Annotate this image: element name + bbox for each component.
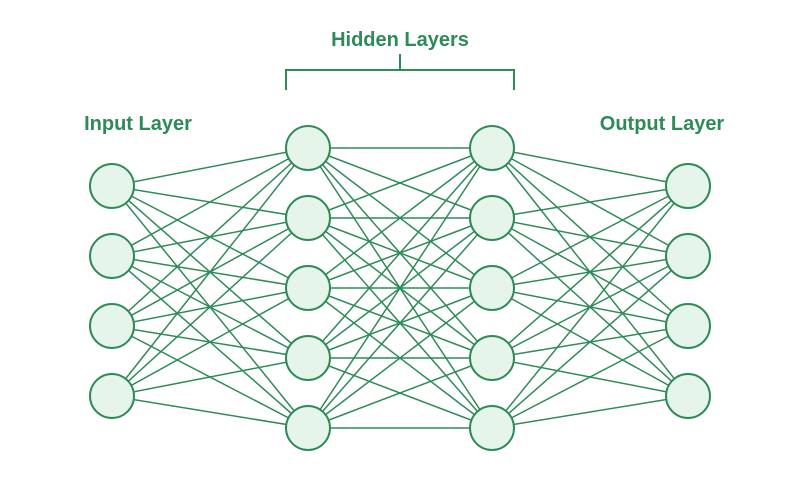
output-node — [666, 234, 710, 278]
output-node — [666, 164, 710, 208]
input-node — [90, 374, 134, 418]
hidden-layer-label: Hidden Layers — [331, 29, 469, 51]
output-node — [666, 374, 710, 418]
hidden1-node — [286, 336, 330, 380]
edge — [112, 358, 308, 396]
hidden2-node — [470, 266, 514, 310]
edge — [492, 186, 688, 428]
input-node — [90, 234, 134, 278]
output-node — [666, 304, 710, 348]
hidden-layers-bracket — [286, 54, 514, 90]
hidden2-node — [470, 406, 514, 450]
hidden2-node — [470, 196, 514, 240]
hidden1-node — [286, 406, 330, 450]
neural-network-diagram: Input Layer Hidden Layers Output Layer — [0, 0, 800, 504]
edge — [112, 148, 308, 186]
edge — [112, 218, 308, 396]
hidden1-node — [286, 126, 330, 170]
edge — [112, 148, 308, 326]
hidden2-node — [470, 336, 514, 380]
output-layer-label: Output Layer — [600, 113, 725, 135]
input-layer-label: Input Layer — [84, 113, 192, 135]
input-node — [90, 164, 134, 208]
edge — [492, 148, 688, 186]
hidden2-node — [470, 126, 514, 170]
hidden1-node — [286, 266, 330, 310]
input-node — [90, 304, 134, 348]
edges — [112, 148, 688, 428]
hidden1-node — [286, 196, 330, 240]
